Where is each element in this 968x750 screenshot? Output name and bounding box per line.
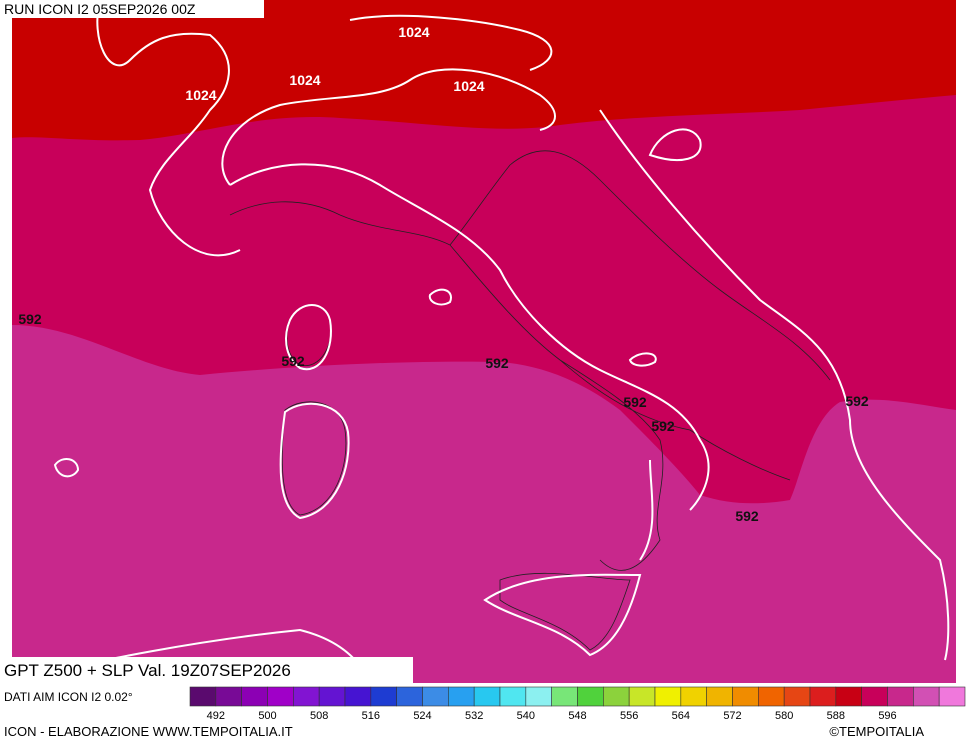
legend-swatch: [835, 686, 862, 707]
copyright-label: ©TEMPOITALIA: [829, 724, 924, 739]
legend-swatch: [525, 686, 552, 707]
legend-swatch: [189, 686, 217, 707]
map: 1024 1024 1024 1024 592 592 592 592 592 …: [11, 0, 956, 684]
legend-label: 548: [568, 710, 586, 722]
legend-swatch: [344, 686, 372, 707]
contour-label: 592: [18, 311, 42, 327]
legend-swatch: [628, 686, 656, 707]
legend-swatch: [861, 686, 888, 707]
title-box: [0, 657, 413, 683]
contour-label: 592: [485, 355, 509, 371]
legend-swatch: [654, 686, 682, 707]
run-label: RUN ICON I2 05SEP2026 00Z: [4, 1, 196, 17]
source-label: DATI AIM ICON I2 0.02°: [4, 690, 133, 704]
legend-label: 540: [517, 710, 535, 722]
legend-swatch: [422, 686, 449, 707]
legend-swatch: [370, 686, 397, 707]
legend-swatch: [473, 686, 501, 707]
contour-label: 592: [845, 393, 869, 409]
legend-swatch: [680, 686, 707, 707]
legend-swatch: [887, 686, 914, 707]
contour-label: 592: [735, 508, 759, 524]
legend-swatch: [396, 686, 423, 707]
legend-swatch: [293, 686, 320, 707]
legend-swatch: [499, 686, 527, 707]
contour-label: 592: [281, 353, 305, 369]
credit-label: ICON - ELABORAZIONE WWW.TEMPOITALIA.IT: [4, 724, 293, 739]
legend-label: 588: [827, 710, 845, 722]
legend-swatch: [267, 686, 294, 707]
contour-label: 592: [651, 418, 675, 434]
header-box: [0, 0, 264, 18]
legend-label: 580: [775, 710, 793, 722]
map-title: GPT Z500 + SLP Val. 19Z07SEP2026: [4, 661, 291, 680]
zone-high: [12, 0, 956, 141]
legend-swatch: [732, 686, 759, 707]
legend-swatch: [448, 686, 475, 707]
legend-swatch: [318, 686, 346, 707]
legend-label: 532: [465, 710, 483, 722]
legend-swatch: [551, 686, 578, 707]
contour-label: 1024: [398, 24, 429, 40]
legend-swatch: [603, 686, 630, 707]
contour-label: 1024: [185, 87, 216, 103]
legend-swatch: [241, 686, 268, 707]
legend-label: 596: [878, 710, 896, 722]
legend-swatch: [577, 686, 604, 707]
legend-label: 508: [310, 710, 328, 722]
legend-label: 492: [207, 710, 225, 722]
legend-swatch: [783, 686, 811, 707]
contour-label: 1024: [289, 72, 320, 88]
isobars: [11, 0, 950, 684]
coastlines: [229, 150, 831, 651]
legend-swatch: [215, 686, 242, 707]
legend-label: 524: [413, 710, 431, 722]
legend-label: 500: [258, 710, 276, 722]
legend-label: 556: [620, 710, 638, 722]
contour-label: 1024: [453, 78, 484, 94]
legend-swatch: [758, 686, 785, 707]
legend-label: 516: [362, 710, 380, 722]
color-legend: 492 500 508 516 524 532 540 548 556 564 572 580 588 5…: [189, 686, 966, 722]
legend-label: 564: [672, 710, 690, 722]
legend-label: 572: [723, 710, 741, 722]
legend-swatch: [913, 686, 940, 707]
legend-swatch: [938, 686, 966, 707]
legend-swatch: [809, 686, 837, 707]
legend-swatch: [706, 686, 733, 707]
contour-label: 592: [623, 394, 647, 410]
